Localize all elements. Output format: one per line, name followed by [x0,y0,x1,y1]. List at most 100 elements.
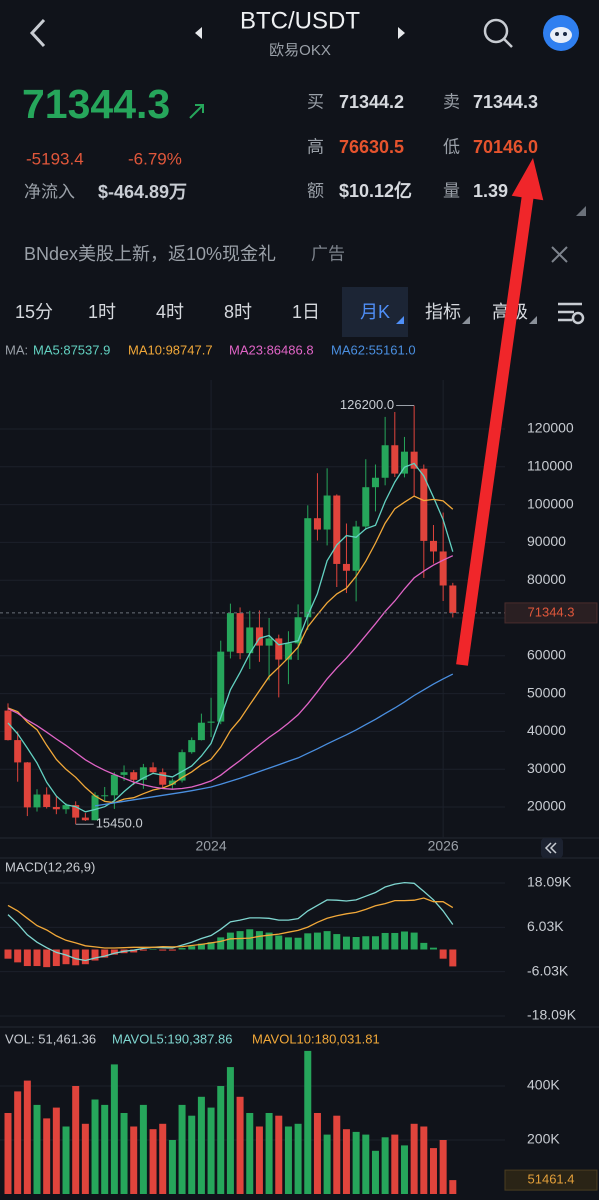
y-tick-label: 200K [527,1131,560,1147]
candle-body [226,613,234,652]
tab[interactable]: 4时 [156,302,184,322]
reset-view[interactable] [541,838,563,858]
volume-bar [381,1137,389,1194]
stat-label: 量 [443,181,460,200]
candle-body [159,772,167,785]
candle-body [439,551,447,586]
candle-body [313,518,321,530]
stat-label: 卖 [443,92,460,111]
candle-body [323,495,331,530]
last-volume-label: 51461.4 [528,1172,575,1187]
banner-close[interactable] [551,246,568,263]
candle-body [52,807,60,810]
y-tick-label: 100000 [527,495,574,511]
macd-bar [342,936,350,950]
pair-title[interactable]: BTC/USDT [240,7,360,34]
candle-body [429,540,437,552]
volume-bar [197,1096,205,1194]
x-tick-label: 2026 [428,838,459,854]
candle-body [43,794,51,808]
legend-prefix: MA: [5,342,28,357]
volume-bar [275,1115,283,1194]
tab[interactable]: 月K [360,302,390,322]
price-change: -5193.4 [26,149,84,168]
candle-body [304,518,312,618]
macd-bar [14,949,22,963]
prev-pair[interactable] [195,27,202,39]
y-tick-label: 60000 [527,647,566,663]
search-icon [483,18,509,44]
high-label: 126200.0 [340,397,394,412]
volume-bar [362,1134,370,1194]
y-tick-label: -6.03K [527,962,569,978]
banner-text[interactable]: BNdex美股上新，返10%现金礼 [24,244,276,264]
volume-bar [33,1104,41,1194]
volume-bar [246,1112,254,1194]
volume-bar [130,1126,138,1194]
avatar[interactable] [543,15,579,51]
candle-body [275,638,283,660]
macd-bar [226,932,234,950]
macd-bar [371,936,379,950]
macd-bar [439,949,447,959]
macd-bar [381,932,389,950]
back-button[interactable] [29,18,46,48]
volume-bar [62,1126,70,1194]
candle-body [371,477,379,488]
volume-bar [168,1139,176,1194]
chart-settings[interactable] [558,302,585,325]
macd-bar [246,929,254,950]
last-price: 71344.3 [22,81,170,127]
tab[interactable]: 指标 [425,302,461,322]
candle-body [33,794,41,808]
macd-bar [449,949,457,967]
candle-body [110,774,118,796]
macd-bar [139,949,147,951]
volume-bar [333,1115,341,1194]
ma-line [7,555,454,790]
macd-bar [275,935,283,950]
candle-body [294,617,302,644]
stat-value: 1.39 [473,181,508,201]
macd-bar [62,949,70,965]
macd-bar [429,947,437,950]
stat-label: 额 [307,181,324,200]
tab[interactable]: 15分 [15,302,53,322]
volume-bar [429,1148,437,1194]
macd-bar [362,936,370,950]
stat-value: 71344.3 [473,92,538,112]
low-label: 15450.0 [96,816,143,831]
search-button[interactable] [483,18,513,48]
reset-view-icon [544,842,557,854]
candle-body [352,526,360,571]
macd-bar [130,949,138,953]
last-price-tag [504,602,598,624]
tab[interactable]: 1时 [88,302,116,322]
volume-bar [420,1126,428,1194]
candle-body [255,627,263,646]
volume-bar [81,1123,89,1194]
macd-bar [23,949,31,967]
expand-corner[interactable] [576,206,586,216]
candle-body [81,817,89,821]
volume-bar [52,1107,60,1194]
candle-body [197,722,205,741]
tab[interactable]: 1日 [292,302,320,322]
macd-bar [81,949,89,965]
stat-value: 71344.2 [339,92,404,112]
macd-bar [33,949,41,967]
tab-dropdown [462,316,537,324]
legend-entry: MA23:86486.8 [229,342,314,357]
legend-entry: MAVOL10:180,031.81 [252,1031,380,1046]
macd-bar [168,949,176,951]
macd-bar [101,949,109,958]
next-pair[interactable] [398,27,405,39]
avatar-eye [555,32,559,36]
stat-label: 低 [443,137,460,156]
macd-bar [217,937,225,950]
volume-bar [410,1123,418,1194]
tab-dropdown [396,316,404,324]
tab[interactable]: 8时 [224,302,252,322]
volume-bar [284,1126,292,1194]
